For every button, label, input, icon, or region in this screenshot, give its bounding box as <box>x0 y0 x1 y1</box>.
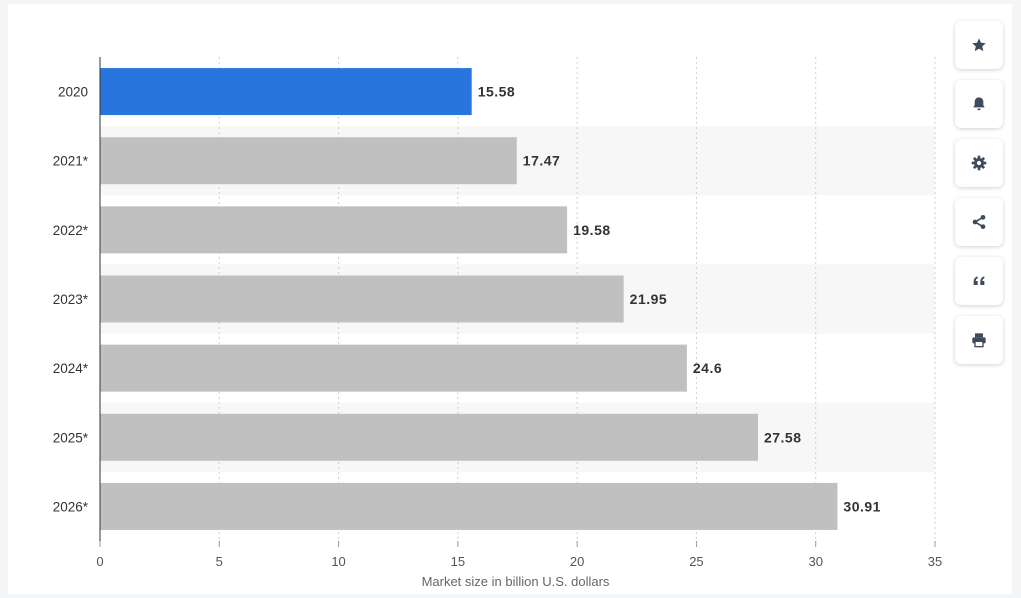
category-label: 2026* <box>53 499 89 514</box>
chart-card: 2020 15.58 2021* 17.47 2022* 19.58 2023* 21.95 2… <box>8 4 1012 594</box>
x-tick-label: 15 <box>451 554 465 569</box>
star-icon <box>972 38 986 52</box>
value-label: 30.91 <box>843 498 881 514</box>
category-label: 2022* <box>53 223 89 238</box>
value-label: 15.58 <box>478 84 516 100</box>
cite-button[interactable] <box>955 257 1003 305</box>
category-label: 2021* <box>53 154 89 169</box>
x-tick-label: 5 <box>216 554 223 569</box>
value-label: 17.47 <box>523 153 561 169</box>
category-label: 2023* <box>53 292 89 307</box>
value-label: 24.6 <box>693 360 722 376</box>
category-label: 2024* <box>53 361 89 376</box>
bar <box>100 68 472 116</box>
bar <box>100 482 838 530</box>
bell-icon <box>973 97 985 111</box>
print-button[interactable] <box>955 316 1003 364</box>
bar <box>100 344 687 392</box>
bar <box>100 413 758 461</box>
x-tick-label: 0 <box>96 554 103 569</box>
x-tick-label: 30 <box>808 554 822 569</box>
value-label: 27.58 <box>764 429 802 445</box>
x-tick-label: 10 <box>331 554 345 569</box>
bar <box>100 137 517 185</box>
x-tick-label: 20 <box>570 554 584 569</box>
bar <box>100 206 568 254</box>
favorite-button[interactable] <box>955 21 1003 69</box>
settings-button[interactable] <box>955 139 1003 187</box>
x-tick-label: 35 <box>928 554 942 569</box>
category-label: 2025* <box>53 430 89 445</box>
bar <box>100 275 624 323</box>
value-label: 19.58 <box>573 222 611 238</box>
bar-chart: 2020 15.58 2021* 17.47 2022* 19.58 2023* 21.95 2… <box>53 57 942 589</box>
chart-toolbar <box>955 21 1003 375</box>
share-icon <box>972 215 986 229</box>
value-label: 21.95 <box>630 291 668 307</box>
quote-icon <box>973 276 985 285</box>
x-tick-label: 25 <box>689 554 703 569</box>
print-icon <box>972 333 986 348</box>
notification-button[interactable] <box>955 80 1003 128</box>
category-label: 2020 <box>58 85 88 100</box>
x-axis-title: Market size in billion U.S. dollars <box>422 574 610 589</box>
share-button[interactable] <box>955 198 1003 246</box>
gear-icon <box>971 155 987 171</box>
